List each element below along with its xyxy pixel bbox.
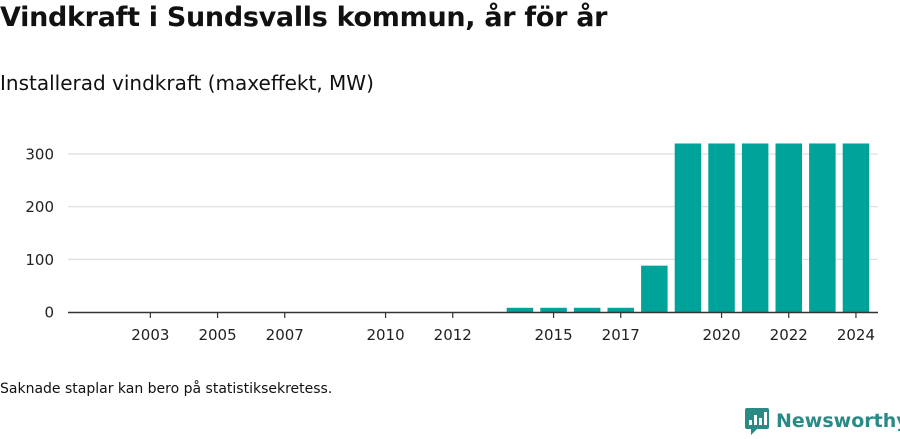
- y-tick-label: 0: [44, 304, 54, 322]
- chart-subtitle: Installerad vindkraft (maxeffekt, MW): [0, 71, 374, 95]
- bar-2019[interactable]: [674, 143, 702, 312]
- x-tick-label: 2024: [837, 326, 875, 344]
- x-tick-label: 2017: [602, 326, 640, 344]
- bar-2018[interactable]: [641, 265, 668, 312]
- bar-2016[interactable]: [573, 307, 601, 312]
- bar-2014[interactable]: [506, 307, 534, 312]
- x-tick-label: 2003: [131, 326, 169, 344]
- footnote: Saknade staplar kan bero på statistiksek…: [0, 381, 333, 397]
- x-tick-label: 2010: [366, 326, 404, 344]
- bar-2023[interactable]: [809, 143, 836, 312]
- newsworthy-logo-icon: [745, 408, 769, 435]
- axes: 0 100 200 300 2003 2005 2007 2010 2012 2015 2017 20…: [25, 146, 878, 344]
- x-tick-label: 2007: [266, 326, 304, 344]
- chart-title: Vindkraft i Sundsvalls kommun, år för år: [0, 2, 608, 33]
- x-tick-label: 2020: [702, 326, 740, 344]
- x-tick-label: 2015: [534, 326, 572, 344]
- x-tick-label: 2005: [198, 326, 236, 344]
- bar-chart: 0 100 200 300 2003 2005 2007 2010 2012 2015 2017 20…: [25, 143, 878, 344]
- bar-2015[interactable]: [540, 307, 567, 312]
- bars: [506, 143, 870, 312]
- bar-2017[interactable]: [607, 307, 635, 312]
- y-tick-label: 200: [25, 198, 54, 216]
- y-tick-label: 100: [25, 251, 54, 269]
- x-tick-label: 2012: [434, 326, 472, 344]
- bar-2020[interactable]: [708, 143, 735, 312]
- brand-name: Newsworthy: [776, 410, 900, 432]
- brand-logo[interactable]: Newsworthy: [744, 406, 900, 436]
- y-tick-label: 300: [25, 146, 54, 164]
- bar-2021[interactable]: [741, 143, 769, 312]
- bar-2024[interactable]: [842, 143, 870, 312]
- x-tick-label: 2022: [770, 326, 808, 344]
- bar-2022[interactable]: [775, 143, 803, 312]
